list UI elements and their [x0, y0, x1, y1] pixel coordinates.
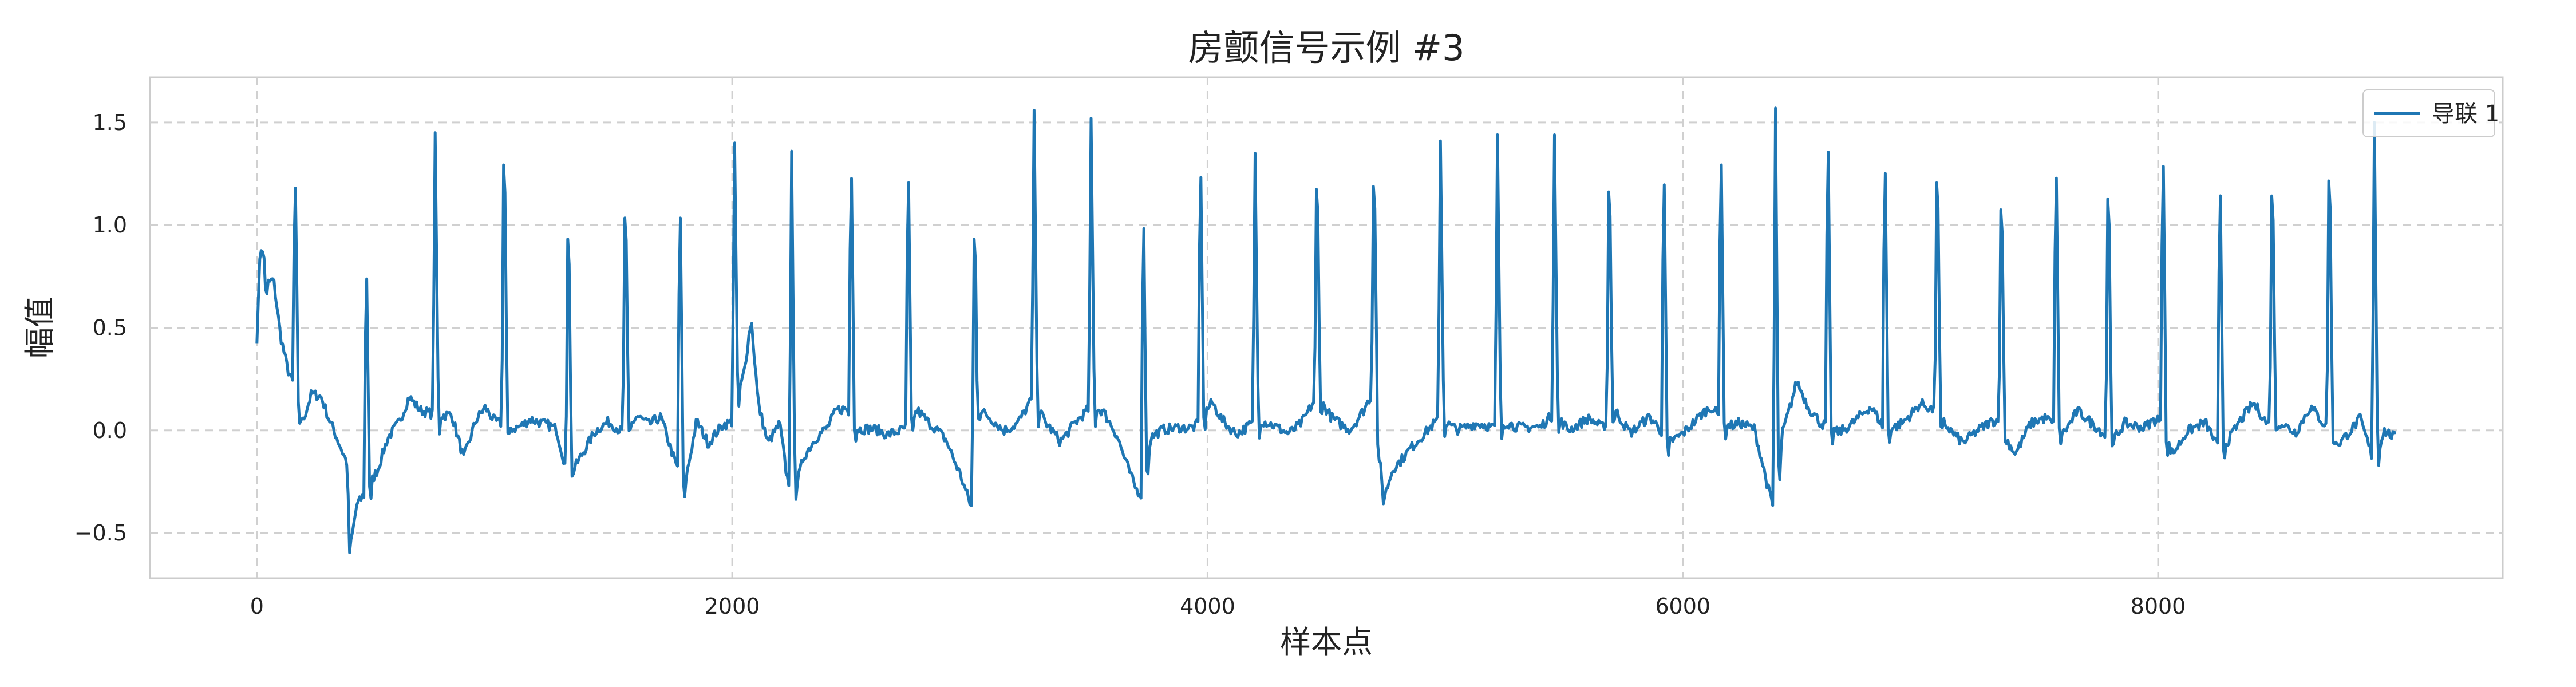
y-tick-label: 1.5: [93, 110, 127, 135]
y-tick-label: 0.0: [93, 418, 127, 443]
legend-label-lead-1: 导联 1: [2432, 101, 2499, 127]
legend: 导联 1: [2362, 89, 2499, 137]
legend-box: [2362, 89, 2495, 137]
chart-title: 房颤信号示例 #3: [1188, 27, 1464, 69]
series-layer: [255, 106, 2396, 554]
y-tick-label: 0.5: [93, 315, 127, 341]
x-axis-label: 样本点: [1280, 624, 1373, 660]
series-line-lead-1: [255, 106, 2396, 554]
x-tick-label: 2000: [705, 594, 760, 619]
x-tick-label: 8000: [2131, 594, 2186, 619]
y-tick-label: −0.5: [74, 520, 127, 546]
tick-labels: 0 2000 4000 6000 8000 −0.5 0.0 0.5 1.0 1.5: [74, 110, 2186, 619]
x-tick-label: 4000: [1180, 594, 1235, 619]
y-tick-label: 1.0: [93, 212, 127, 238]
x-tick-label: 0: [250, 594, 264, 619]
grid: [150, 77, 2503, 578]
y-axis-label: 幅值: [22, 297, 58, 358]
x-tick-label: 6000: [1655, 594, 1710, 619]
